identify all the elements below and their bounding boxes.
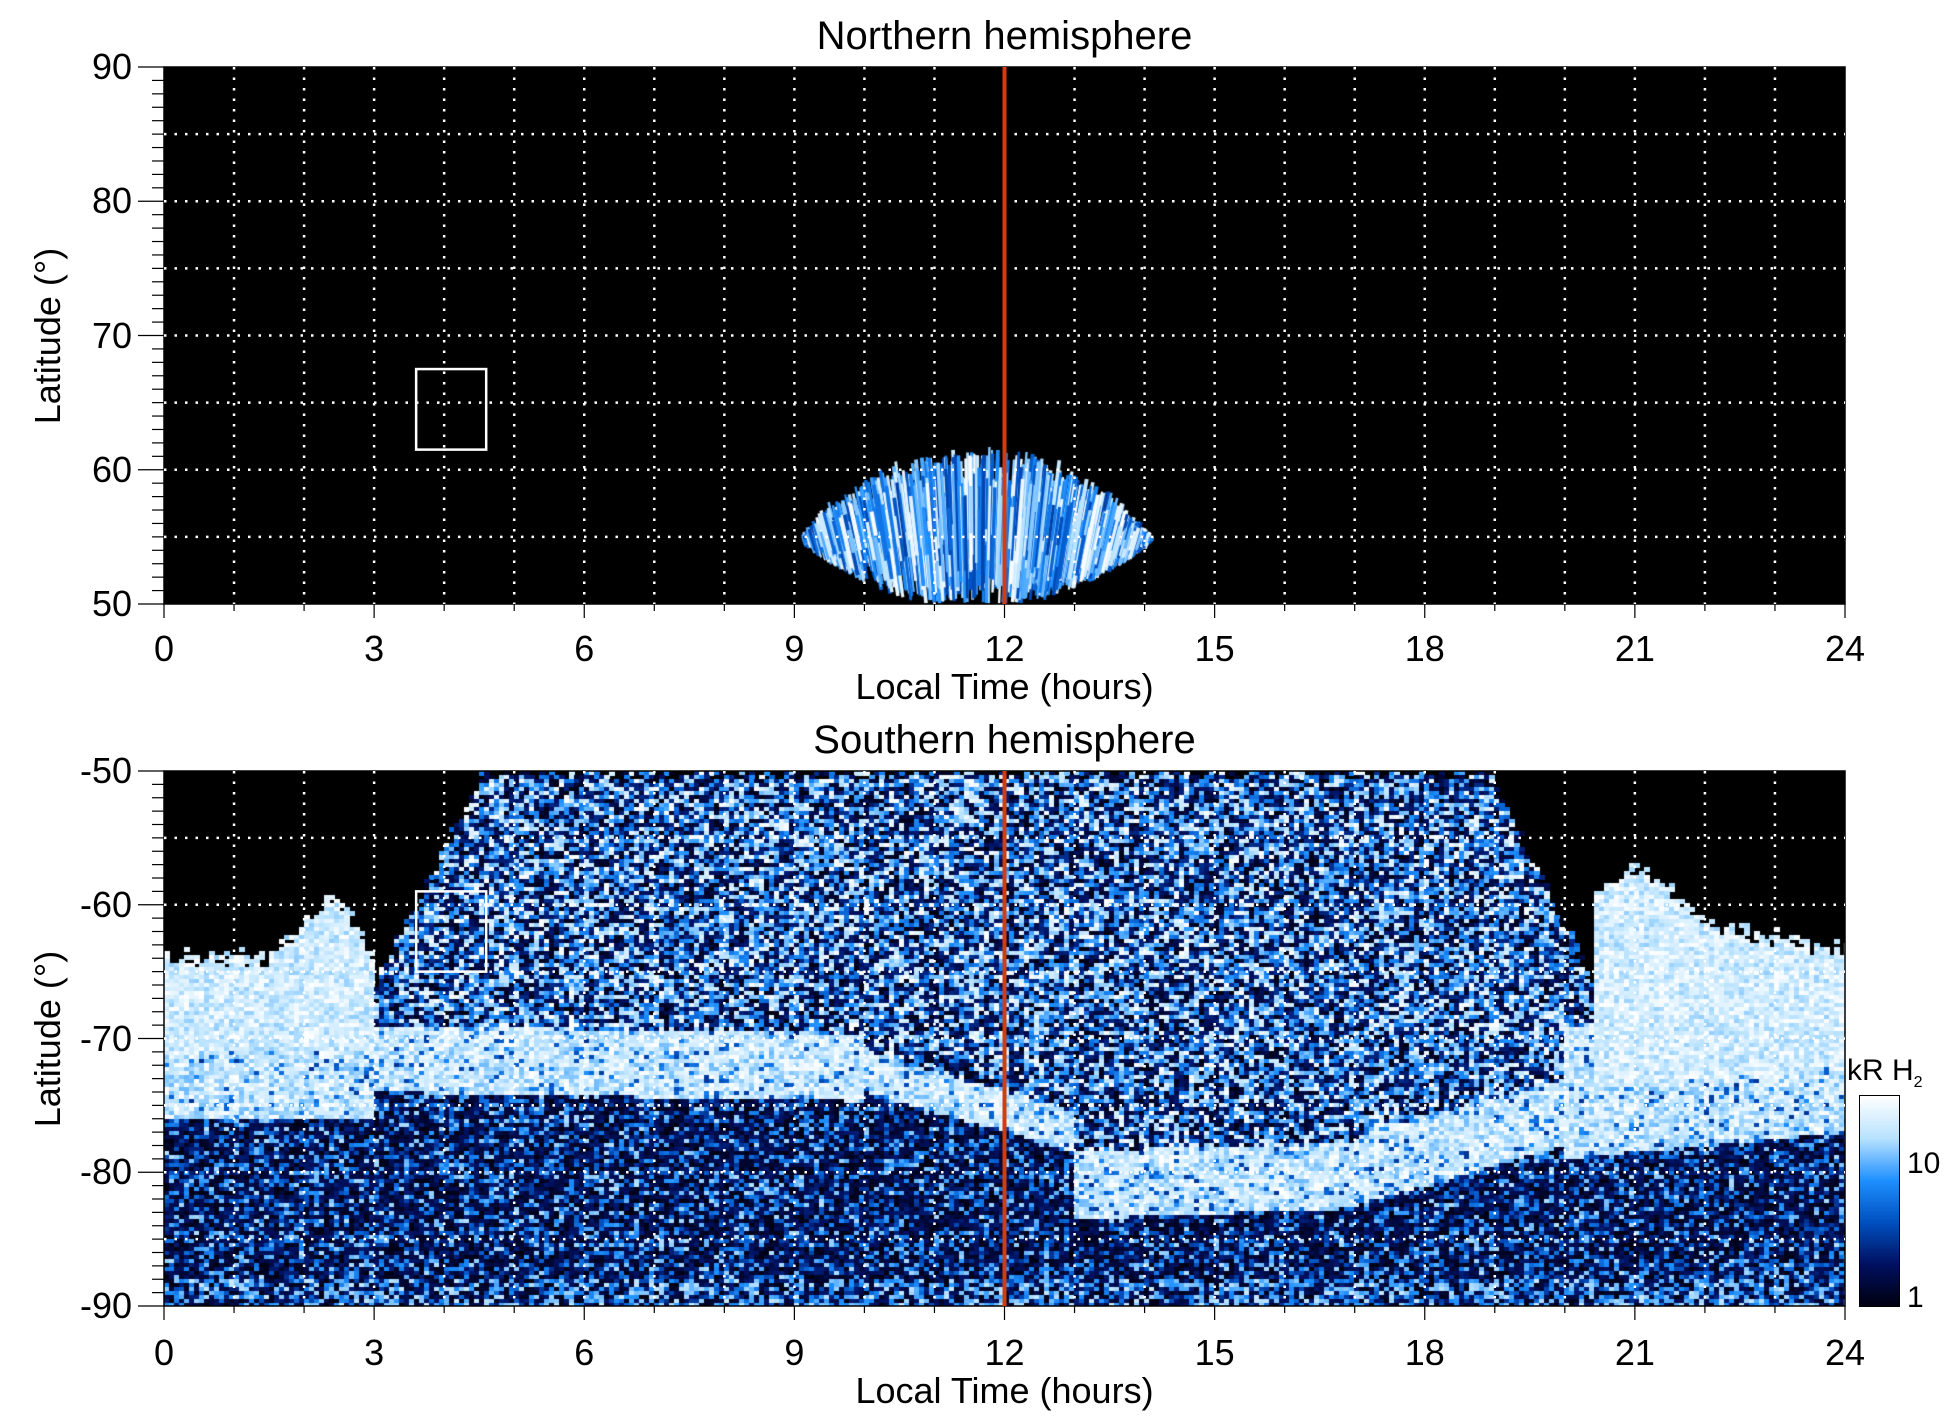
south-y-axis-label: Latitude (°) [27,950,68,1127]
y-tick-label: -80 [79,1151,132,1193]
x-tick-label: 24 [1824,1332,1866,1373]
x-tick-label: 9 [784,1332,805,1373]
y-tick-label: 60 [91,448,132,490]
north-x-axis-label: Local Time (hours) [855,666,1154,707]
colorbar-tick-label: 10 [1907,1146,1941,1180]
north-y-axis-label: Latitude (°) [27,247,68,424]
colorbar-tick-label: 1 [1907,1281,1924,1314]
y-tick-label: 90 [91,46,132,87]
x-tick-label: 6 [574,1332,595,1373]
colorbar [1860,1096,1899,1306]
x-tick-label: 0 [153,1332,175,1373]
x-tick-label: 6 [574,628,595,669]
x-tick-label: 0 [153,628,175,669]
region-box [414,367,488,451]
colorbar-label: kR H2 [1847,1054,1923,1092]
x-tick-label: 3 [364,628,385,669]
x-tick-label: 24 [1824,628,1866,669]
y-tick-label: 50 [91,583,132,624]
y-tick-label: -50 [79,750,132,791]
y-tick-label: -90 [79,1285,132,1326]
colorbar-label-subscript: 2 [1913,1074,1923,1091]
south-title: Southern hemisphere [813,718,1196,762]
x-tick-label: 18 [1404,628,1445,669]
south-x-axis-label: Local Time (hours) [855,1370,1154,1411]
y-tick-label: -70 [79,1017,132,1059]
y-tick-label: 70 [91,314,132,356]
x-tick-label: 21 [1614,1332,1655,1373]
x-tick-label: 15 [1194,628,1235,669]
x-tick-label: 12 [984,628,1025,669]
colorbar-label-text: kR H [1847,1054,1914,1087]
y-tick-label: -60 [79,883,132,925]
region-box [414,890,488,973]
x-tick-label: 3 [364,1332,385,1373]
north-title: Northern hemisphere [816,14,1193,58]
x-tick-label: 15 [1194,1332,1235,1373]
x-tick-label: 21 [1614,628,1655,669]
x-tick-label: 9 [784,628,805,669]
y-tick-label: 80 [91,180,132,222]
x-tick-label: 18 [1404,1332,1445,1373]
x-tick-label: 12 [984,1332,1025,1373]
